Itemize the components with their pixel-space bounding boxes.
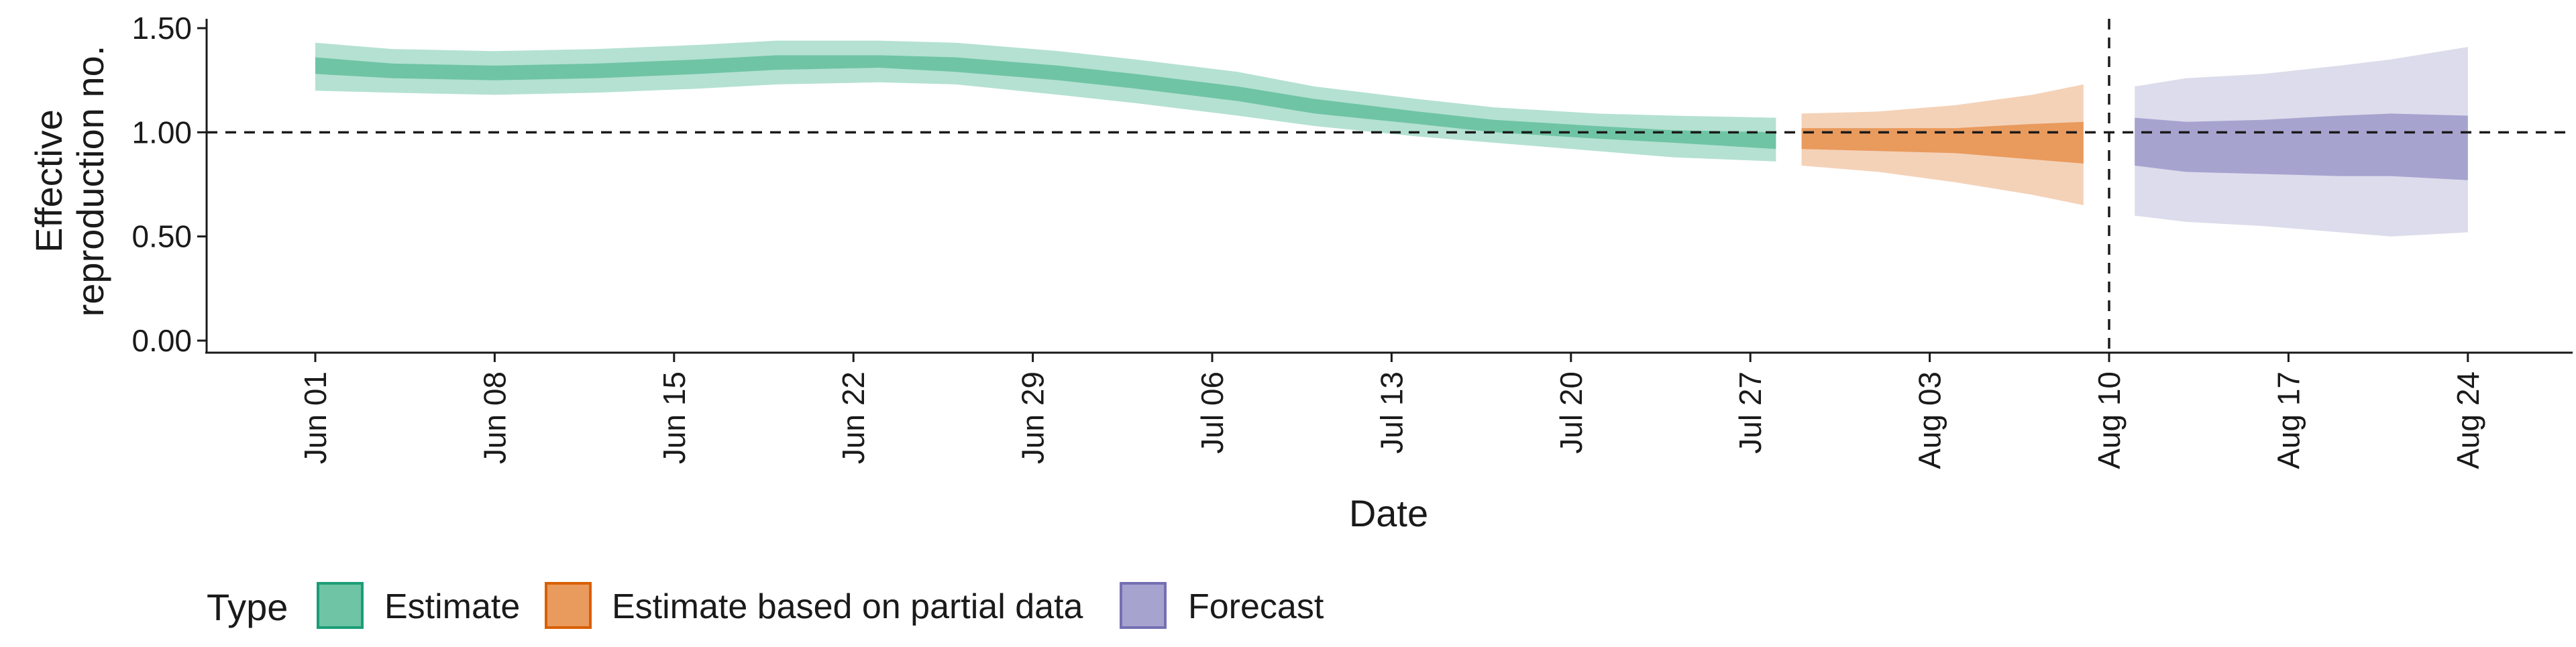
x-tick-label: Jun 01 <box>298 371 333 464</box>
band-50-estimate <box>315 55 1776 150</box>
x-tick-label: Jun 08 <box>477 371 512 464</box>
x-tick-label: Jul 06 <box>1195 371 1230 454</box>
x-tick-label: Aug 24 <box>2451 371 2485 469</box>
y-tick-label: 0.00 <box>131 323 192 358</box>
x-tick-label: Aug 10 <box>2092 371 2127 469</box>
axes <box>205 19 2573 354</box>
y-axis-title: Effective reproduction no. <box>28 46 111 317</box>
x-tick-label: Aug 03 <box>1913 371 1947 469</box>
x-tick-label: Jul 27 <box>1733 371 1768 454</box>
x-axis-title: Date <box>1349 492 1428 534</box>
x-tick-label: Jul 20 <box>1554 371 1589 454</box>
legend-swatch-forecast <box>1120 582 1167 629</box>
x-tick-label: Jun 22 <box>836 371 871 464</box>
legend-title: Type <box>207 586 288 628</box>
legend: Type Estimate Estimate based on partial … <box>207 582 1324 629</box>
legend-swatch-partial <box>545 582 592 629</box>
band-50-forecast <box>2135 113 2468 180</box>
x-tick-label: Jun 29 <box>1016 371 1051 464</box>
legend-swatch-estimate <box>317 582 364 629</box>
y-tick-label: 1.50 <box>131 11 192 46</box>
x-tick-label: Aug 17 <box>2271 371 2306 469</box>
y-tick-label: 0.50 <box>131 219 192 254</box>
y-ticks: 0.00 0.50 1.00 1.50 <box>131 11 207 358</box>
x-tick-label: Jul 13 <box>1374 371 1409 454</box>
y-tick-label: 1.00 <box>131 115 192 150</box>
x-tick-label: Jun 15 <box>657 371 692 464</box>
x-ticks: Jun 01 Jun 08 Jun 15 Jun 22 Jun 29 Jul 06 Jul … <box>298 353 2485 469</box>
legend-label-forecast: Forecast <box>1188 587 1324 626</box>
uncertainty-bands <box>315 40 2468 237</box>
y-axis-title-line-1: Effective <box>28 109 70 253</box>
legend-label-estimate: Estimate <box>384 587 520 626</box>
band-90-estimate <box>315 40 1776 162</box>
legend-label-partial: Estimate based on partial data <box>612 587 1083 626</box>
y-axis-title-line-2: reproduction no. <box>69 46 111 317</box>
